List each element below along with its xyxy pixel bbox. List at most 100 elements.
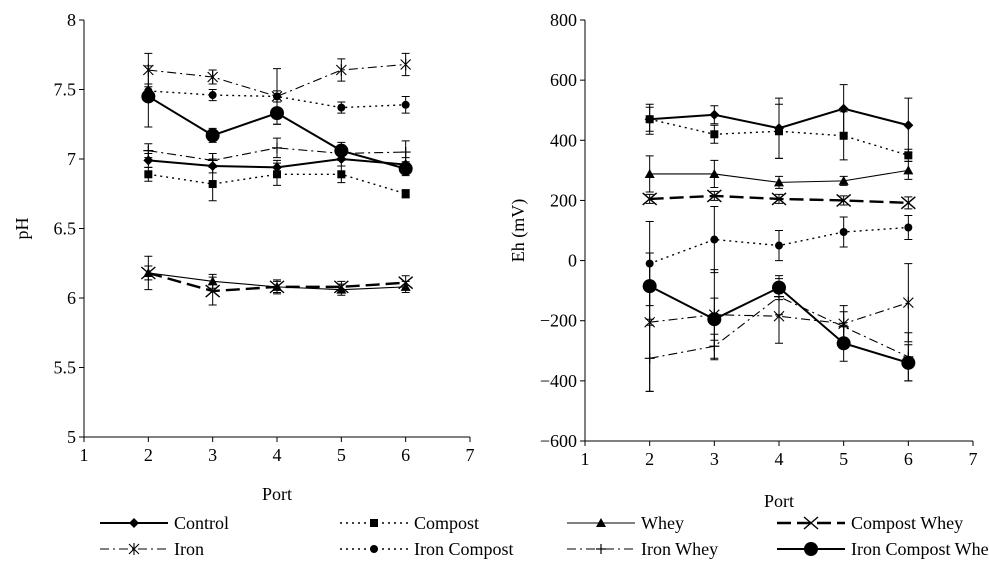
series-line-compost (148, 173, 406, 195)
legend-label: Iron (174, 539, 204, 559)
data-point-compost (710, 130, 719, 139)
x-tick-label: 6 (401, 445, 410, 465)
data-point-compost-whey (398, 276, 414, 290)
data-point-compost-whey (836, 193, 852, 207)
data-point-iron-compost (208, 91, 217, 100)
legend-marker-whey (596, 518, 606, 527)
legend-item-iron-compost: Iron Compost (340, 539, 514, 559)
y-tick-label: 8 (67, 10, 76, 30)
data-point-compost (337, 170, 346, 179)
series-iron-compost-whey (141, 65, 413, 177)
data-point-iron-compost-whey (836, 336, 851, 351)
x-tick-label: 7 (466, 445, 475, 465)
legend-marker-iron-whey (596, 544, 606, 554)
series-iron-whey (143, 137, 411, 168)
x-tick-label: 1 (581, 449, 590, 469)
data-point-iron-compost (273, 92, 281, 101)
legend-marker-control (129, 518, 139, 528)
x-tick-label: 4 (775, 449, 784, 469)
y-tick-label: 6 (67, 288, 76, 308)
x-tick-label: 5 (839, 449, 848, 469)
legend-item-compost-whey: Compost Whey (777, 513, 963, 533)
x-axis-title: Port (764, 491, 794, 511)
y-axis-title: Eh (mV) (508, 199, 529, 262)
data-point-whey (774, 177, 784, 187)
data-point-compost (208, 180, 217, 189)
x-tick-label: 2 (645, 449, 654, 469)
y-tick-label: 5.5 (54, 358, 77, 378)
data-point-iron (902, 296, 914, 309)
x-tick-label: 6 (904, 449, 913, 469)
data-point-iron-compost (904, 223, 913, 232)
data-point-iron (207, 70, 219, 83)
data-point-compost (904, 151, 913, 160)
y-tick-label: 200 (550, 190, 577, 210)
ph-panel: 5 5.5 6 6.5 7 7.5 8 1 2 3 4 5 6 7 Port pH (12, 10, 475, 504)
series-compost-whey (140, 265, 414, 306)
x-tick-label: 1 (80, 445, 89, 465)
legend-label: Control (174, 513, 229, 533)
legend-marker-iron-compost (370, 545, 378, 553)
legend-marker-iron (128, 543, 140, 555)
data-point-iron-compost (401, 100, 410, 109)
series-line-iron (148, 63, 406, 98)
series-line-iron-whey (148, 147, 406, 161)
legend-label: Compost (414, 513, 479, 533)
data-point-compost (645, 115, 654, 124)
y-tick-label: 0 (568, 251, 577, 271)
series-whey (644, 155, 914, 193)
series-compost-whey (642, 189, 916, 210)
data-point-compost-whey (140, 266, 156, 280)
legend-label: Iron Compost Whey (851, 539, 989, 559)
data-point-control (838, 103, 849, 114)
legend-item-compost: Compost (340, 513, 479, 533)
data-point-iron-whey (272, 142, 282, 153)
y-axis-title: pH (12, 218, 32, 240)
data-point-compost-whey (900, 196, 916, 210)
x-tick-label: 3 (208, 445, 217, 465)
series-line-iron (649, 302, 909, 325)
series-line-iron-compost (148, 90, 406, 109)
series-compost (144, 162, 410, 202)
data-point-iron-compost-whey (707, 312, 722, 327)
series-iron-compost-whey (642, 252, 916, 382)
y-tick-label: 7.5 (54, 80, 77, 100)
data-point-compost (273, 170, 281, 179)
data-point-compost-whey (269, 280, 285, 294)
data-point-iron (400, 58, 412, 71)
data-point-iron-compost-whey (642, 279, 657, 294)
series-iron (644, 252, 914, 392)
data-point-iron-whey (709, 341, 720, 352)
x-axis-title: Port (262, 484, 292, 504)
y-tick-label: 7 (67, 149, 76, 169)
data-point-compost (144, 170, 153, 179)
legend-item-control: Control (100, 513, 229, 533)
data-point-iron-compost-whey (141, 89, 156, 104)
data-point-iron-compost (337, 103, 346, 112)
legend-marker-iron-compost-whey (804, 542, 818, 556)
legend-label: Iron Whey (641, 539, 718, 559)
data-point-compost-whey (771, 192, 787, 206)
x-tick-label: 3 (710, 449, 719, 469)
y-tick-label: −200 (540, 311, 577, 331)
legend-item-iron-whey: Iron Whey (567, 539, 718, 559)
y-tick-label: 600 (550, 70, 577, 90)
y-tick-label: −600 (540, 431, 577, 451)
legend: Control Compost Whey Compost Whey Iron Iron C… (100, 513, 989, 559)
eh-panel: −600 −400 −200 0 200 400 600 800 1 2 3 4 5 6 7 Port Eh (… (508, 10, 978, 511)
data-point-iron-whey (143, 145, 154, 156)
data-point-whey (644, 168, 655, 178)
data-point-iron-compost-whey (270, 106, 284, 121)
y-tick-label: 6.5 (54, 219, 77, 239)
data-point-whey (838, 175, 849, 185)
legend-label: Compost Whey (851, 513, 963, 533)
legend-label: Whey (641, 513, 684, 533)
data-point-iron-compost-whey (901, 355, 916, 370)
data-point-iron-whey (400, 147, 411, 158)
x-tick-label: 4 (273, 445, 282, 465)
data-point-iron-compost-whey (334, 143, 349, 158)
data-point-compost-whey (333, 280, 349, 294)
legend-marker-compost (370, 519, 378, 527)
data-point-whey (709, 168, 720, 178)
